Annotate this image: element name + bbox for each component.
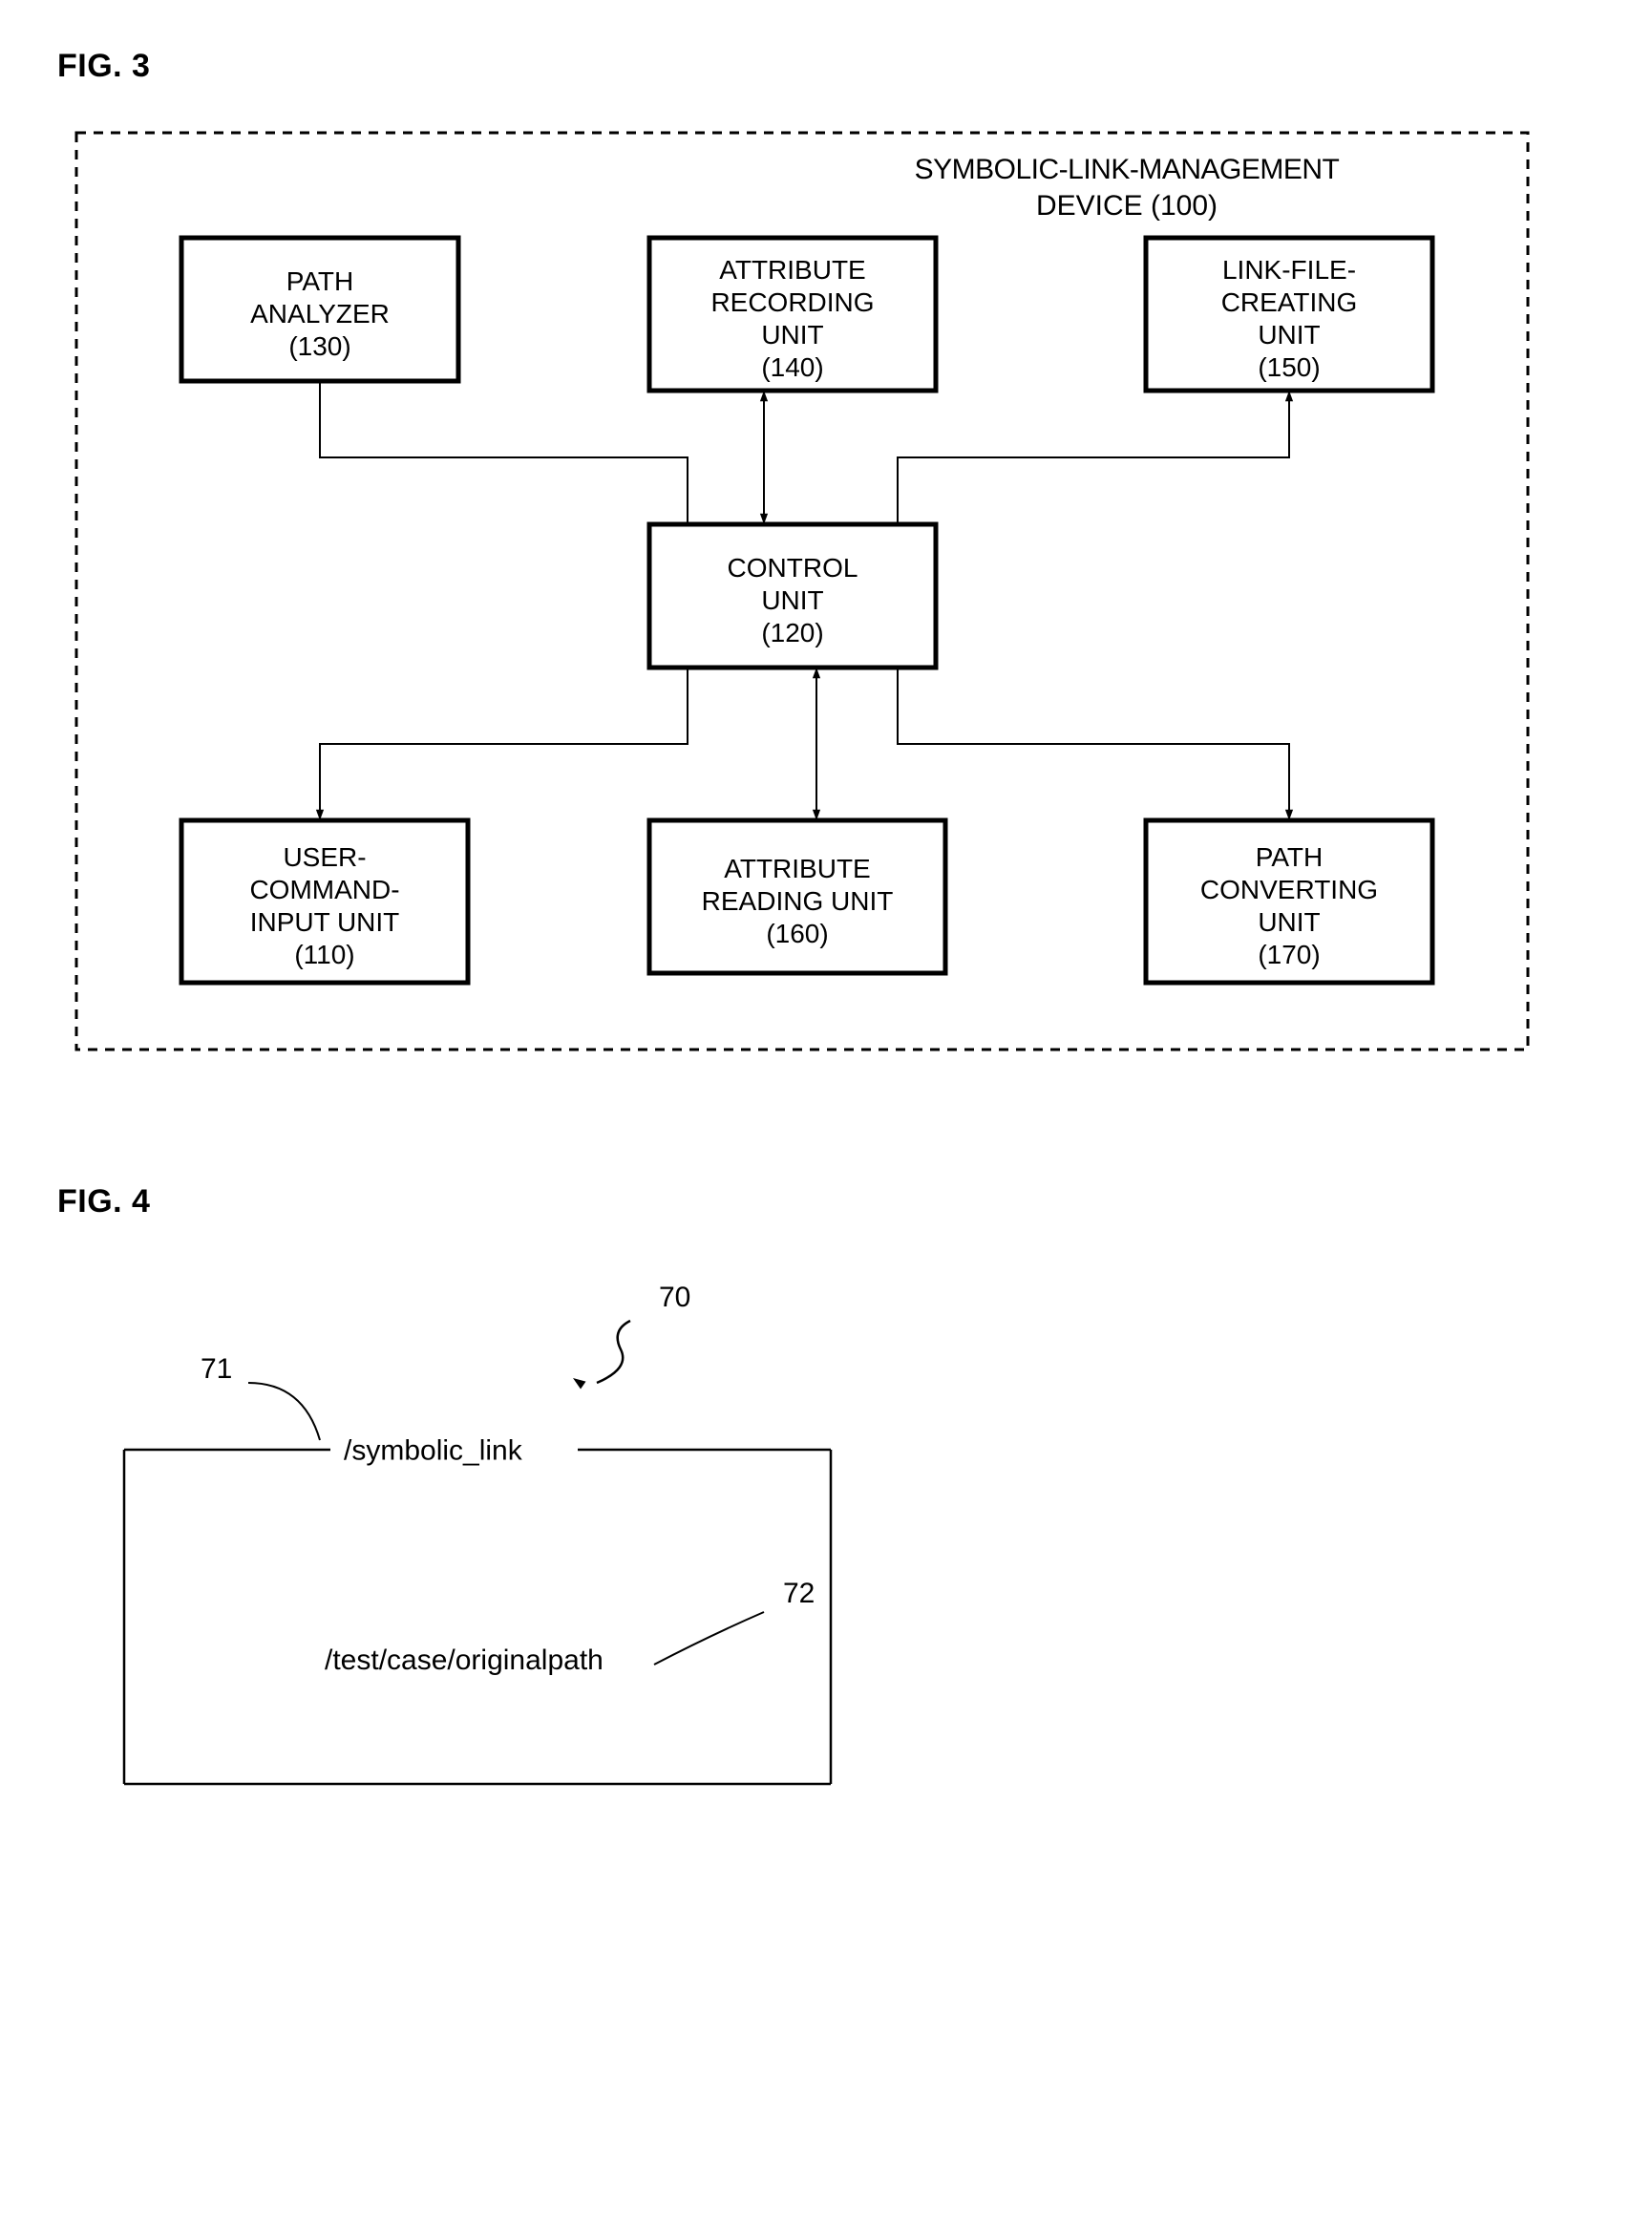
node-control_unit: CONTROLUNIT (120) (649, 524, 936, 668)
node-path_analyzer-line2: (130) (288, 331, 350, 361)
ref-70-label: 70 (659, 1282, 690, 1313)
fig3-diagram: SYMBOLIC-LINK-MANAGEMENT DEVICE (100) PATH… (57, 114, 1595, 1069)
ref-71-label: 71 (201, 1353, 232, 1385)
node-user_cmd_input-line0: USER- (283, 842, 366, 872)
node-path_analyzer-line0: PATH (286, 266, 354, 296)
node-attr_recording-line3: (140) (761, 352, 823, 382)
device-label-line2: DEVICE (100) (1036, 190, 1218, 222)
fig4-title: FIG. 4 (57, 1183, 1595, 1220)
node-user_cmd_input-line3: (110) (294, 940, 354, 969)
node-attr_reading-line1: READING UNIT (702, 886, 894, 916)
fig4-box-title: /symbolic_link (344, 1435, 523, 1467)
node-path_analyzer-line1: ANALYZER (250, 299, 390, 329)
node-attr_reading-line2: (160) (766, 919, 828, 948)
ref-71-leader (248, 1383, 320, 1440)
node-path_converting-line2: UNIT (1258, 907, 1320, 937)
device-label-line1: SYMBOLIC-LINK-MANAGEMENT (915, 154, 1340, 185)
node-link_file_creating: LINK-FILE-CREATINGUNIT(150) (1146, 238, 1432, 391)
node-link_file_creating-line0: LINK-FILE- (1222, 255, 1356, 285)
node-user_cmd_input-line2: INPUT UNIT (250, 907, 400, 937)
fig3-title: FIG. 3 (57, 48, 1595, 85)
node-user_cmd_input: USER- COMMAND- INPUT UNIT (110) (181, 820, 468, 983)
node-path_converting-line1: CONVERTING (1200, 875, 1378, 904)
fig4-diagram: /symbolic_link/test/case/originalpath 70 7… (57, 1249, 1595, 1841)
node-attr_recording: ATTRIBUTERECORDINGUNIT(140) (649, 238, 936, 391)
node-link_file_creating-line1: CREATING (1221, 287, 1358, 317)
node-link_file_creating-line3: (150) (1258, 352, 1320, 382)
ref-72-label: 72 (783, 1578, 815, 1609)
ref-72-leader (654, 1612, 764, 1665)
node-path_converting-line0: PATH (1256, 842, 1324, 872)
node-attr_recording-line0: ATTRIBUTE (719, 255, 865, 285)
node-attr_reading: ATTRIBUTE READING UNIT (160) (649, 820, 945, 973)
node-path_converting-line3: (170) (1258, 940, 1320, 969)
node-control_unit-line2: (120) (761, 618, 823, 647)
node-control_unit-line0: CONTROL (728, 553, 858, 583)
node-path_converting: PATH CONVERTING UNIT (170) (1146, 820, 1432, 983)
node-attr_recording-line2: UNIT (761, 320, 823, 350)
fig4-box-content: /test/case/originalpath (325, 1644, 604, 1676)
node-attr_reading-line0: ATTRIBUTE (724, 854, 870, 883)
node-path_analyzer: PATHANALYZER(130) (181, 238, 458, 381)
node-attr_recording-line1: RECORDING (710, 287, 874, 317)
ref-70-arrow (597, 1321, 630, 1383)
node-user_cmd_input-line1: COMMAND- (249, 875, 399, 904)
node-control_unit-line1: UNIT (761, 585, 823, 615)
node-link_file_creating-line2: UNIT (1258, 320, 1320, 350)
